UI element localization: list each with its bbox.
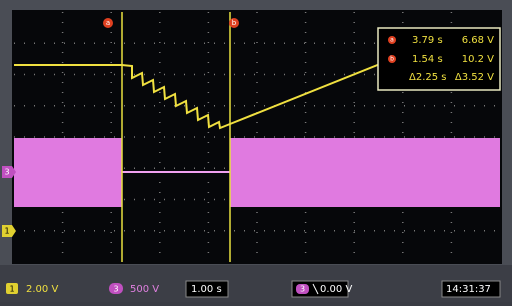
status-bar <box>0 265 512 302</box>
readout-icon-label: b <box>390 56 394 63</box>
ch3-trace <box>14 138 122 207</box>
clock: 14:31:37 <box>446 284 491 295</box>
readout-time: 3.79 s <box>412 35 443 46</box>
ch1-marker-label: 1 <box>4 227 9 236</box>
readout-time: 1.54 s <box>412 54 443 65</box>
readout-voltage: 10.2 V <box>462 54 494 65</box>
ch1-badge-label: 1 <box>9 285 14 294</box>
readout-voltage: 6.68 V <box>462 35 494 46</box>
ch3-trace <box>230 138 500 207</box>
cursor-marker-label: a <box>106 19 110 27</box>
readout-delta-time: Δ2.25 s <box>409 72 447 83</box>
cursor-marker-label: b <box>232 19 237 27</box>
timebase: 1.00 s <box>191 284 222 295</box>
trigger-level: 0.00 V <box>320 284 352 295</box>
scope-screen: a b 3 1 a 3.79 s 6.68 V b 1.54 s 10.2 V … <box>0 0 512 302</box>
ch3-scale: 500 V <box>130 284 159 295</box>
ch1-scale: 2.00 V <box>26 284 58 295</box>
ch3-badge-label: 3 <box>113 285 118 294</box>
trigger-badge-label: 3 <box>300 285 305 294</box>
readout-delta-voltage: Δ3.52 V <box>455 72 494 83</box>
ch3-marker-label: 3 <box>4 168 9 177</box>
page: a b 3 1 a 3.79 s 6.68 V b 1.54 s 10.2 V … <box>0 0 512 302</box>
readout-icon-label: a <box>390 37 394 44</box>
